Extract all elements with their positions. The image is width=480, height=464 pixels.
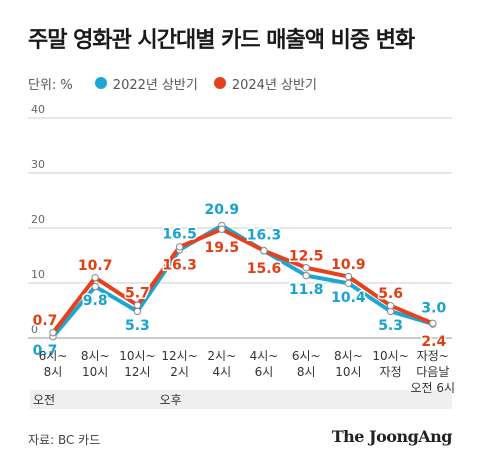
legend-dot-2024 — [213, 77, 226, 89]
x-tick-label: 10시~ 자정 — [372, 349, 408, 379]
data-point — [344, 272, 353, 281]
data-label-2022: 16.5 — [162, 226, 197, 242]
data-point — [218, 225, 226, 233]
brand-logo: The JoongAng — [331, 427, 453, 446]
x-tick-label: 8시~ 10시 — [81, 349, 110, 379]
series-line-2024 — [51, 227, 435, 335]
data-label-2024: 0.7 — [33, 313, 58, 329]
data-point — [302, 271, 310, 280]
x-tick-label: 12시~ 2시 — [161, 349, 197, 379]
grid-layer: 0 10 20 30 40 — [28, 103, 452, 339]
data-point — [344, 279, 353, 287]
data-label-2022: 3.0 — [421, 301, 446, 317]
data-label-2022: 9.8 — [83, 293, 108, 309]
period-band — [156, 390, 452, 409]
legend-label-2022: 2022년 상반기 — [112, 77, 198, 93]
data-point — [302, 264, 310, 272]
x-tick-label: 6시~ 8시 — [292, 349, 321, 379]
data-label-2024: 10.7 — [78, 258, 113, 274]
y-tick-label: 10 — [31, 268, 45, 281]
x-tick-label: 4시~ 6시 — [250, 349, 279, 379]
data-point — [429, 319, 437, 327]
data-point — [386, 302, 395, 310]
data-point — [133, 307, 142, 316]
data-label-2024: 5.7 — [125, 286, 150, 302]
series-line-layer — [49, 221, 437, 341]
data-label-2022: 11.8 — [289, 282, 324, 298]
x-tick-label: 10시~ 12시 — [119, 349, 155, 379]
y-tick-label: 30 — [31, 158, 45, 171]
data-point — [133, 301, 142, 309]
data-label-2024: 2.4 — [421, 334, 446, 350]
x-tick-label: 6시~ 8시 — [39, 349, 68, 379]
unit-label: 단위: % — [28, 77, 73, 93]
legend-item-2024: 2024년 상반기 — [213, 74, 317, 93]
period-label: 오후 — [160, 393, 182, 407]
data-label-2022: 10.4 — [331, 290, 366, 306]
source-note: 자료: BC 카드 — [28, 433, 101, 447]
x-tick-label: 2시~ 4시 — [207, 349, 236, 379]
data-point — [260, 247, 268, 255]
data-label-layer: 0.7 9.8 5.3 16.5 20.9 16.3 11.8 10.4 5.3 3.0 0.7 10… — [31, 201, 448, 361]
data-label-2024: 15.6 — [247, 261, 282, 277]
period-band-layer: 오전 오후 — [30, 390, 452, 409]
data-label-2022: 5.3 — [378, 318, 403, 334]
legend-label-2024: 2024년 상반기 — [231, 77, 317, 93]
period-label: 오전 — [33, 393, 55, 407]
data-label-2024: 10.9 — [331, 257, 366, 273]
data-point — [91, 282, 99, 291]
data-point — [91, 273, 99, 282]
data-label-2022: 0.7 — [33, 343, 58, 359]
data-label-2022: 5.3 — [125, 318, 150, 334]
data-point — [175, 243, 184, 251]
data-label-2022: 20.9 — [205, 202, 240, 218]
y-tick-label: 20 — [31, 213, 45, 226]
data-label-2024: 16.3 — [162, 257, 197, 273]
legend-dot-2022 — [94, 77, 107, 89]
period-band — [30, 390, 161, 409]
legend: 단위: % 2022년 상반기 2024년 상반기 — [28, 72, 333, 94]
y-tick-label: 40 — [31, 103, 45, 116]
data-point — [49, 328, 57, 337]
chart-title: 주말 영화관 시간대별 카드 매출액 비중 변화 — [28, 28, 415, 53]
y-tick-label: 0 — [31, 323, 38, 336]
data-label-2022: 16.3 — [247, 227, 282, 243]
data-label-2024: 19.5 — [205, 240, 240, 256]
x-tick-label: 8시~ 10시 — [334, 349, 363, 379]
data-label-2024: 5.6 — [378, 286, 403, 302]
data-label-2024: 12.5 — [289, 248, 324, 264]
x-tick-label: 자정~ 다음날 오전 6시 — [411, 349, 456, 395]
legend-item-2022: 2022년 상반기 — [94, 74, 198, 93]
